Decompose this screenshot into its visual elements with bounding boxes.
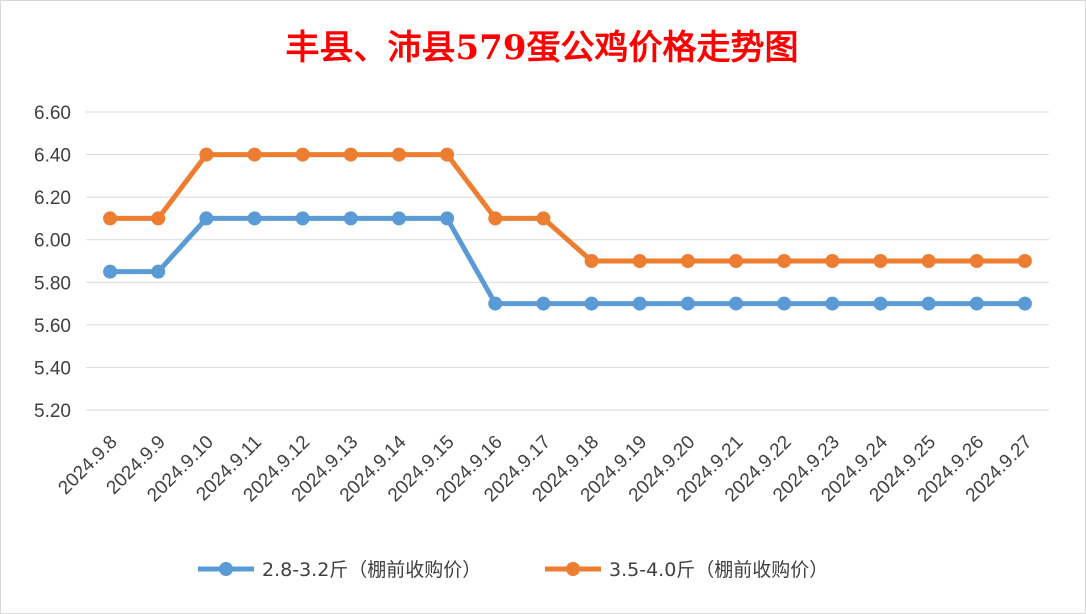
y-tick-label: 6.60: [34, 103, 71, 124]
data-point: [151, 211, 166, 226]
series-2: [103, 147, 1032, 268]
data-point: [151, 264, 166, 279]
data-point: [921, 254, 936, 268]
data-point: [440, 147, 455, 162]
y-axis-ticks: 5.20 5.40 5.60 5.80 6.00 6.20 6.40 6.60: [34, 103, 71, 422]
data-point: [680, 296, 695, 311]
data-point: [247, 211, 262, 226]
data-point: [536, 296, 551, 311]
legend-item-2: 3.5-4.0斤（棚前收购价）: [545, 559, 828, 581]
legend-marker: [566, 562, 580, 576]
data-point: [969, 254, 984, 268]
legend: 2.8-3.2斤（棚前收购价） 3.5-4.0斤（棚前收购价）: [198, 559, 828, 581]
data-point: [103, 211, 118, 226]
data-point: [584, 254, 599, 268]
y-tick-label: 5.80: [34, 273, 71, 294]
data-point: [825, 296, 840, 311]
y-tick-label: 5.40: [34, 358, 71, 379]
y-tick-label: 6.40: [34, 146, 71, 167]
data-point: [391, 211, 406, 226]
data-point: [777, 296, 792, 311]
series-line: [107, 215, 1028, 307]
x-axis-ticks: 2024.9.82024.9.92024.9.102024.9.112024.9…: [54, 431, 1036, 506]
data-point: [199, 147, 214, 162]
data-point: [632, 254, 647, 268]
series-group: [103, 147, 1032, 311]
data-point: [536, 211, 551, 226]
data-point: [295, 147, 310, 162]
legend-item-1: 2.8-3.2斤（棚前收购价）: [198, 559, 481, 581]
y-tick-label: 6.20: [34, 188, 71, 209]
data-point: [632, 296, 647, 311]
legend-marker: [219, 562, 233, 576]
data-point: [343, 147, 358, 162]
data-point: [391, 147, 406, 162]
data-point: [488, 211, 503, 226]
chart-title: 丰县、沛县579蛋公鸡价格走势图: [286, 28, 799, 68]
data-point: [777, 254, 792, 268]
data-point: [247, 147, 262, 162]
y-tick-label: 5.20: [34, 401, 71, 422]
data-point: [680, 254, 695, 268]
data-point: [921, 296, 936, 311]
data-point: [873, 296, 888, 311]
legend-label: 2.8-3.2斤（棚前收购价）: [262, 559, 481, 581]
data-point: [825, 254, 840, 268]
data-point: [729, 296, 744, 311]
data-point: [199, 211, 214, 226]
data-point: [729, 254, 744, 268]
data-point: [295, 211, 310, 226]
data-point: [488, 296, 503, 311]
series-1: [103, 211, 1032, 311]
y-tick-label: 6.00: [34, 231, 71, 252]
series-line: [107, 152, 1028, 264]
data-point: [584, 296, 599, 311]
data-point: [103, 264, 118, 279]
legend-label: 3.5-4.0斤（棚前收购价）: [609, 559, 828, 581]
y-tick-label: 5.60: [34, 316, 71, 337]
data-point: [873, 254, 888, 268]
data-point: [1017, 296, 1032, 311]
data-point: [343, 211, 358, 226]
data-point: [969, 296, 984, 311]
data-point: [440, 211, 455, 226]
data-point: [1017, 254, 1032, 268]
